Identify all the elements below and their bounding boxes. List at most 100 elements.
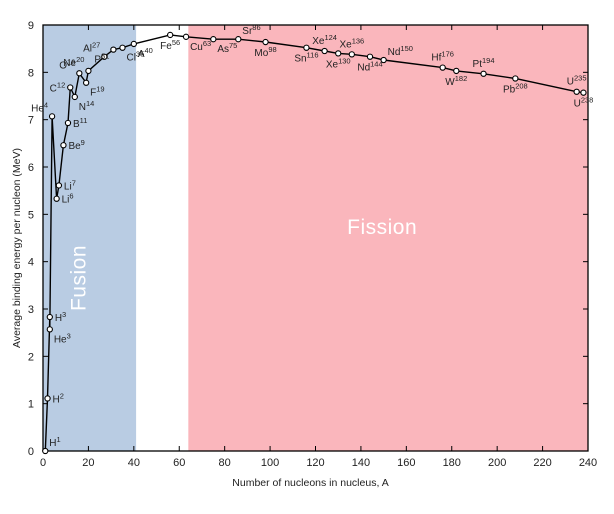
isotope-symbol: P	[94, 55, 101, 66]
data-point	[480, 70, 487, 77]
isotope-mass-number: 20	[76, 55, 84, 64]
isotope-symbol: Cl	[126, 53, 135, 64]
y-tick-label: 6	[28, 162, 34, 174]
isotope-label-li7: Li7	[64, 178, 76, 192]
isotope-mass-number: 63	[203, 39, 211, 48]
isotope-symbol: U	[567, 77, 574, 88]
isotope-mass-number: 124	[324, 33, 337, 42]
y-tick-label: 5	[28, 209, 34, 221]
isotope-symbol: W	[445, 77, 455, 88]
isotope-symbol: Pt	[473, 59, 483, 70]
isotope-label-b11: B11	[73, 116, 87, 130]
data-point	[348, 51, 355, 58]
data-point	[101, 53, 108, 60]
data-point	[48, 113, 56, 120]
isotope-mass-number: 27	[92, 41, 100, 50]
isotope-label-be9: Be9	[68, 138, 84, 152]
isotope-label-h2: H2	[53, 391, 64, 405]
isotope-label-li6: Li6	[62, 192, 74, 206]
isotope-mass-number: 14	[86, 99, 94, 108]
isotope-label-xe130: Xe130	[326, 56, 351, 70]
isotope-symbol: H	[55, 313, 62, 324]
isotope-label-w182: W182	[445, 74, 467, 88]
isotope-label-n14: N14	[79, 99, 95, 113]
data-point	[210, 36, 217, 43]
isotope-label-xe124: Xe124	[312, 33, 337, 47]
isotope-mass-number: 194	[482, 56, 495, 65]
data-point	[67, 84, 74, 91]
isotope-label-h1: H1	[49, 435, 60, 449]
data-point	[76, 70, 83, 77]
isotope-mass-number: 19	[96, 85, 104, 94]
isotope-mass-number: 176	[441, 50, 454, 59]
x-tick-label: 200	[488, 457, 506, 469]
isotope-symbol: Xe	[339, 39, 352, 50]
y-tick-label: 0	[28, 446, 34, 458]
isotope-label-nd144: Nd144	[357, 60, 382, 74]
isotope-mass-number: 12	[57, 80, 65, 89]
isotope-mass-number: 11	[80, 116, 88, 125]
data-point	[130, 40, 137, 48]
data-point	[46, 313, 53, 321]
isotope-label-a40: A40	[138, 46, 153, 60]
isotope-label-al27: Al27	[83, 41, 100, 55]
isotope-symbol: Fe	[160, 41, 172, 52]
x-tick-label: 160	[397, 457, 415, 469]
isotope-symbol: He	[31, 103, 44, 114]
isotope-symbol: Al	[83, 44, 92, 55]
x-tick-label: 220	[533, 457, 551, 469]
isotope-mass-number: 31	[101, 52, 109, 61]
isotope-symbol: Cu	[190, 42, 203, 53]
isotope-mass-number: 56	[172, 38, 180, 47]
isotope-symbol: Pb	[503, 84, 516, 95]
isotope-label-u235: U235	[567, 74, 587, 88]
isotope-mass-number: 1	[57, 435, 61, 444]
data-point	[60, 142, 67, 149]
isotope-symbol: N	[79, 102, 86, 113]
isotope-symbol: Nd	[357, 63, 370, 74]
isotope-label-xe136: Xe136	[339, 36, 364, 50]
isotope-symbol: Xe	[312, 36, 325, 47]
data-point	[439, 64, 446, 71]
region-label-fusion: Fusion	[68, 245, 91, 311]
isotope-symbol: H	[53, 394, 60, 405]
axes-layer: 0 20 40 60 80 100 120 140 160 180 200 220 2400123456…	[11, 20, 597, 489]
y-tick-label: 3	[28, 304, 34, 316]
isotope-symbol: Mo	[254, 48, 268, 59]
data-point	[42, 447, 49, 455]
isotope-label-o16: O16	[59, 57, 75, 71]
isotope-label-fe56: Fe56	[160, 38, 180, 52]
isotope-mass-number: 6	[69, 192, 73, 201]
y-tick-label: 1	[28, 399, 34, 411]
y-tick-label: 7	[28, 115, 34, 127]
data-point	[335, 50, 342, 57]
isotope-symbol: Xe	[326, 59, 339, 70]
data-point	[55, 182, 63, 189]
isotope-mass-number: 4	[44, 100, 48, 109]
isotope-label-mo98: Mo98	[254, 45, 276, 59]
data-point	[512, 75, 519, 82]
isotope-label-hf176: Hf176	[431, 50, 454, 64]
isotope-symbol: Nd	[388, 47, 401, 58]
isotope-mass-number: 7	[72, 178, 76, 187]
regions-layer: Fusion Fission	[43, 25, 589, 451]
isotope-symbol: H	[49, 438, 56, 449]
isotope-label-sr86: Sr86	[242, 23, 260, 37]
isotope-label-cl35: Cl35	[126, 50, 144, 64]
isotope-symbol: He	[54, 334, 67, 345]
data-point	[44, 395, 51, 402]
isotope-mass-number: 9	[81, 138, 85, 147]
data-point	[82, 79, 90, 86]
y-tick-label: 4	[28, 257, 34, 269]
isotope-mass-number: 130	[338, 56, 351, 65]
x-tick-label: 20	[82, 457, 94, 469]
isotope-label-he4: He4	[31, 100, 48, 114]
isotope-label-p31: P31	[94, 52, 109, 66]
y-tick-label: 8	[28, 67, 34, 79]
isotope-label-cu63: Cu63	[190, 39, 211, 53]
data-point	[167, 31, 174, 39]
isotope-mass-number: 75	[229, 41, 237, 50]
isotope-symbol: As	[217, 44, 229, 55]
x-tick-label: 240	[579, 457, 597, 469]
